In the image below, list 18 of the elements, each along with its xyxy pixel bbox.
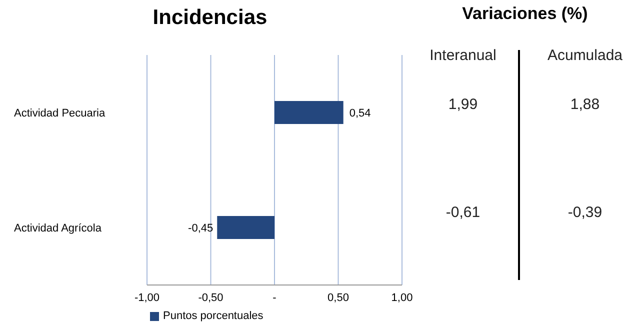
y-tick-label: Actividad Pecuaria xyxy=(14,107,106,120)
x-tick-label: 0,50 xyxy=(328,292,349,304)
text: Variaciones (%) xyxy=(461,4,589,24)
data-label: 0,54 xyxy=(349,108,371,120)
chart-title: Incidencias xyxy=(152,6,268,30)
category-label: Interanual xyxy=(428,47,498,64)
y-tick-label: Actividad Agrícola xyxy=(14,222,102,234)
data-label: -0,45 xyxy=(188,222,214,234)
text: 1,99 xyxy=(447,96,479,113)
text: -0,39 xyxy=(566,204,604,221)
legend-label: Puntos porcentuales xyxy=(163,310,264,322)
x-tick-label: -1,00 xyxy=(134,292,160,304)
x-tick-label: 1,00 xyxy=(391,292,413,304)
text: -0,61 xyxy=(444,204,482,221)
category-label: Acumulada xyxy=(546,47,624,64)
x-tick-label: -0,50 xyxy=(198,292,224,304)
text: 1,88 xyxy=(569,96,601,113)
x-tick-label: - xyxy=(272,292,277,304)
